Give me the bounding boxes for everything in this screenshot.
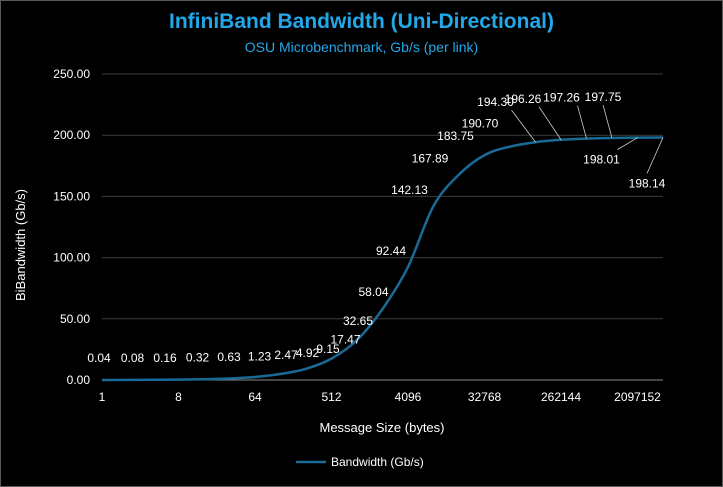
data-label: 0.32 — [186, 351, 210, 365]
x-tick-label: 8 — [175, 390, 182, 404]
data-label: 142.13 — [391, 183, 428, 197]
y-tick-label: 50.00 — [60, 312, 90, 326]
x-tick-label: 64 — [248, 390, 262, 404]
x-tick-label: 512 — [321, 390, 341, 404]
data-label: 198.14 — [629, 176, 666, 190]
data-label: 32.65 — [343, 314, 373, 328]
data-label: 58.04 — [358, 285, 388, 299]
x-axis-title: Message Size (bytes) — [320, 420, 445, 435]
x-tick-label: 32768 — [468, 390, 502, 404]
data-label-leader — [538, 106, 562, 140]
y-tick-label: 250.00 — [53, 67, 90, 81]
data-label-leader — [646, 137, 664, 174]
data-label: 0.04 — [87, 351, 111, 365]
data-label: 190.70 — [462, 117, 499, 131]
data-label: 17.47 — [330, 333, 360, 347]
data-label-leader — [511, 109, 536, 143]
data-label: 197.26 — [543, 91, 580, 105]
y-axis-title: BiBandwidth (Gb/s) — [13, 189, 28, 301]
legend: Bandwidth (Gb/s) — [296, 455, 424, 469]
chart-subtitle: OSU Microbenchmark, Gb/s (per link) — [244, 39, 479, 55]
data-labels: 0.04 0.08 0.16 0.32 0.63 1.23 2.474.929.1517.4… — [87, 90, 665, 365]
chart-title: InfiniBand Bandwidth (Uni-Directional) — [169, 10, 554, 33]
y-tick-label: 0.00 — [67, 373, 91, 387]
data-label: 194.30 — [477, 95, 514, 109]
gridlines — [102, 73, 663, 320]
data-label: 2.47 — [274, 348, 298, 362]
x-tick-label: 4096 — [395, 390, 422, 404]
data-label: 92.44 — [376, 244, 406, 258]
x-tick-label: 1 — [99, 390, 106, 404]
data-label: 196.26 — [505, 92, 542, 106]
data-label: 0.16 — [153, 351, 177, 365]
x-tick-label: 262144 — [541, 390, 581, 404]
data-label: 198.01 — [583, 153, 620, 167]
data-label-leader — [577, 105, 587, 139]
data-label: 0.63 — [217, 350, 241, 364]
data-label: 0.08 — [121, 351, 145, 365]
data-label: 167.89 — [412, 152, 449, 166]
data-label-leader — [602, 104, 613, 139]
series-line-layer — [101, 136, 664, 382]
data-label: 4.92 — [296, 346, 320, 360]
axes: 0.00 50.00 100.00 150.00 200.00 250.00 1 8 64 512… — [53, 67, 663, 404]
data-label: 197.75 — [585, 90, 622, 104]
x-tick-label: 2097152 — [614, 390, 661, 404]
y-tick-label: 100.00 — [53, 251, 90, 265]
data-label: 183.75 — [437, 129, 474, 143]
y-tick-label: 200.00 — [53, 128, 90, 142]
data-label-leader — [617, 137, 638, 150]
data-label: 9.15 — [316, 342, 340, 356]
series-line — [101, 136, 664, 382]
data-label: 1.23 — [248, 349, 272, 363]
legend-label: Bandwidth (Gb/s) — [331, 455, 424, 469]
y-tick-label: 150.00 — [53, 189, 90, 203]
